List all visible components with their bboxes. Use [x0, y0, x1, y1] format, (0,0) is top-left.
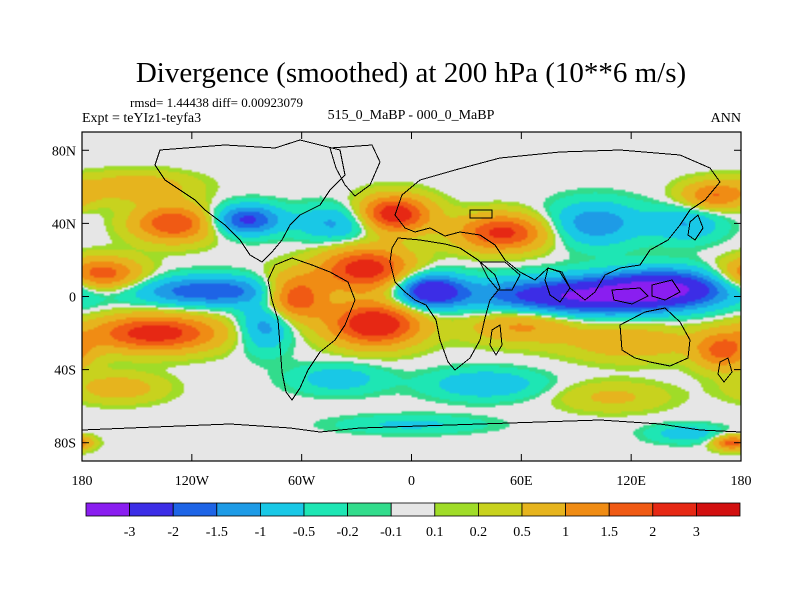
colorbar-swatch [347, 502, 392, 517]
stats-text: rmsd= 1.44438 diff= 0.00923079 [130, 95, 303, 110]
x-tick-label: 120E [616, 474, 646, 489]
colorbar-level-label: -0.1 [380, 525, 402, 540]
colorbar: -3 -2 -1.5 -1 -0.5 -0.2 -0.1 0.1 0.2 0.5 1 1.5 2 3 [85, 502, 741, 540]
x-tick-label: 60W [288, 474, 316, 489]
y-tick-label: 0 [69, 291, 76, 306]
colorbar-swatch [172, 502, 218, 517]
y-tick-label: 40N [52, 217, 76, 232]
continent-outlines [81, 139, 742, 433]
colorbar-level-label: 1.5 [600, 525, 618, 540]
colorbar-swatch [696, 502, 741, 517]
colorbar-swatch [259, 502, 305, 517]
colorbar-level-label: -3 [124, 525, 136, 540]
colorbar-swatch [608, 502, 654, 517]
colorbar-swatch [565, 502, 610, 517]
right-label: ANN [711, 111, 741, 126]
colorbar-level-label: 0.2 [470, 525, 488, 540]
colorbar-swatch [85, 502, 130, 517]
colorbar-swatch [652, 502, 697, 517]
x-tick-label: 0 [408, 474, 415, 489]
colorbar-level-label: 1 [562, 525, 569, 540]
colorbar-level-label: -1 [255, 525, 267, 540]
y-tick-label: 80S [54, 437, 76, 452]
divergence-field [82, 132, 741, 461]
x-tick-label: 180 [731, 474, 752, 489]
center-label: 515_0_MaBP - 000_0_MaBP [328, 108, 495, 123]
y-tick-label: 40S [54, 364, 76, 379]
colorbar-swatch [434, 502, 479, 517]
colorbar-level-label: -2 [167, 525, 179, 540]
y-tick-label: 80N [52, 144, 76, 159]
colorbar-level-label: 0.5 [513, 525, 531, 540]
colorbar-swatch [521, 502, 566, 517]
colorbar-level-label: -0.2 [337, 525, 359, 540]
colorbar-level-label: 3 [693, 525, 700, 540]
axis-ticks: 180 120W 60W 0 60E 120E 180 80N 40N 0 40S 80S [52, 132, 752, 489]
colorbar-level-label: -0.5 [293, 525, 315, 540]
x-tick-label: 60E [510, 474, 533, 489]
colorbar-level-label: -1.5 [206, 525, 228, 540]
x-tick-label: 120W [175, 474, 210, 489]
colorbar-swatch [303, 502, 348, 517]
left-label: Expt = teYIz1-teyfa3 [82, 111, 201, 126]
x-tick-label: 180 [72, 474, 93, 489]
chart-title: Divergence (smoothed) at 200 hPa (10**6 … [136, 57, 686, 89]
colorbar-level-label: 0.1 [426, 525, 444, 540]
colorbar-swatch [216, 502, 261, 517]
colorbar-swatch [390, 502, 436, 517]
map-plot-area: 180 120W 60W 0 60E 120E 180 80N 40N 0 40S 80S [52, 131, 752, 489]
colorbar-level-label: 2 [649, 525, 656, 540]
colorbar-swatch [477, 502, 523, 517]
colorbar-swatch [129, 502, 174, 517]
